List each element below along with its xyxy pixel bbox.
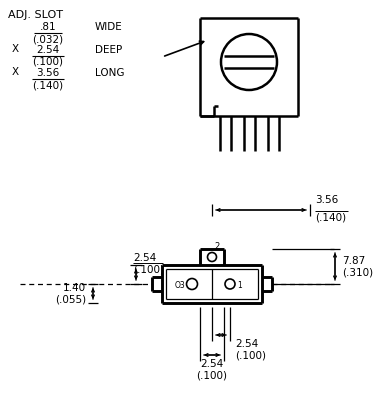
Text: (.140): (.140) xyxy=(32,80,64,90)
Text: 2.54
(.100): 2.54 (.100) xyxy=(235,339,266,361)
Text: 2: 2 xyxy=(214,242,219,251)
Text: DEEP: DEEP xyxy=(95,45,122,55)
Text: X: X xyxy=(12,44,19,54)
Text: ADJ. SLOT: ADJ. SLOT xyxy=(8,10,63,20)
Text: (.100): (.100) xyxy=(133,264,164,274)
Text: LONG: LONG xyxy=(95,68,124,78)
Text: 2.54
(.100): 2.54 (.100) xyxy=(197,359,227,381)
Text: 1: 1 xyxy=(237,280,242,290)
Text: 2.54: 2.54 xyxy=(36,45,60,55)
Text: (.100): (.100) xyxy=(32,57,64,67)
Text: X: X xyxy=(12,67,19,77)
Text: WIDE: WIDE xyxy=(95,22,123,32)
Text: 1.40
(.055): 1.40 (.055) xyxy=(55,283,86,304)
Text: O3: O3 xyxy=(174,280,185,290)
Text: (.032): (.032) xyxy=(32,34,64,44)
Text: 3.56: 3.56 xyxy=(36,68,60,78)
Text: 2.54: 2.54 xyxy=(133,253,156,263)
Text: 3.56: 3.56 xyxy=(315,195,338,205)
Text: (.140): (.140) xyxy=(315,212,346,222)
Text: .81: .81 xyxy=(40,22,56,32)
Text: 7.87
(.310): 7.87 (.310) xyxy=(342,256,373,277)
